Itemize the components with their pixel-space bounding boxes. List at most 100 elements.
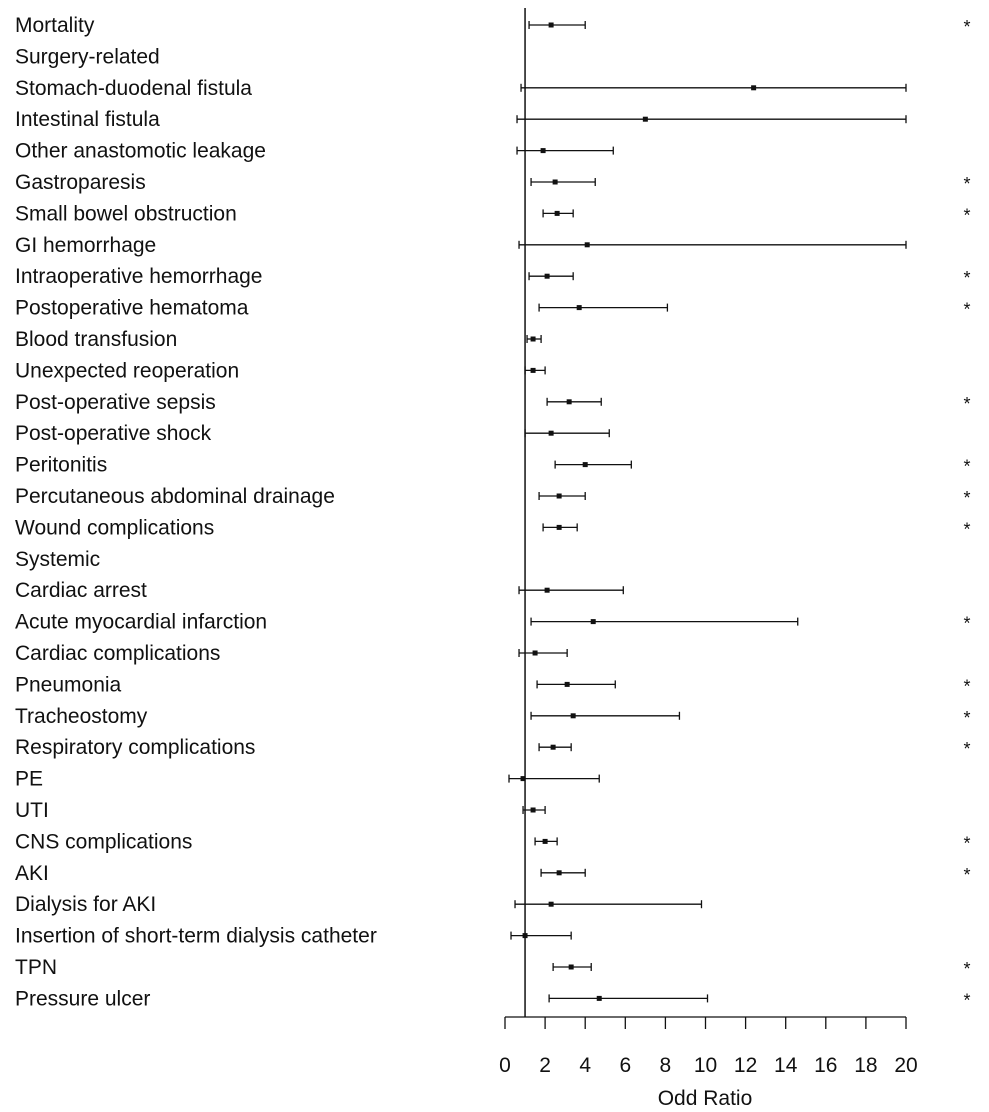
row-label: Dialysis for AKI [15, 893, 156, 916]
point-estimate [556, 493, 562, 499]
point-estimate [548, 22, 554, 28]
ci-row [524, 366, 546, 375]
ci-row [526, 335, 542, 343]
significance-star: * [963, 959, 970, 979]
ci-row [528, 272, 574, 281]
point-estimate [566, 399, 572, 405]
row-label: Wound complications [15, 516, 214, 539]
row-label: Mortality [15, 14, 95, 37]
point-estimate [596, 995, 602, 1001]
row-label: Postoperative hematoma [15, 297, 249, 320]
ci-row [534, 837, 558, 846]
ci-row [538, 492, 586, 500]
point-estimate [530, 807, 536, 813]
point-estimate [530, 367, 536, 373]
x-axis-title: Odd Ratio [658, 1087, 753, 1110]
significance-star: * [963, 519, 970, 539]
point-estimate [590, 619, 596, 625]
row-label: Percutaneous abdominal drainage [15, 485, 335, 508]
ci-row [554, 460, 632, 469]
x-tick-label: 14 [774, 1054, 798, 1077]
row-label: AKI [15, 862, 49, 885]
point-estimate [564, 681, 570, 687]
point-estimate [548, 901, 554, 907]
row-label: Tracheostomy [15, 705, 148, 728]
plot-marks [508, 8, 907, 1017]
point-estimate [540, 148, 546, 154]
significance-markers: * * * * * * * * * * * * * * * * * [963, 17, 970, 1010]
row-label: CNS complications [15, 830, 192, 853]
significance-star: * [963, 488, 970, 508]
point-estimate [542, 838, 548, 844]
point-estimate [556, 870, 562, 876]
ci-row [530, 178, 596, 186]
significance-star: * [963, 865, 970, 885]
point-estimate [570, 713, 576, 719]
significance-star: * [963, 268, 970, 288]
ci-row [508, 774, 600, 783]
point-estimate [568, 964, 574, 970]
x-tick-label: 6 [619, 1054, 631, 1077]
x-tick-label: 18 [854, 1054, 877, 1077]
ci-row [538, 743, 572, 752]
row-label: Insertion of short-term dialysis cathete… [15, 925, 377, 948]
x-tick-label: 12 [734, 1054, 757, 1077]
significance-star: * [963, 394, 970, 414]
ci-row [530, 617, 799, 626]
row-label: Small bowel obstruction [15, 202, 237, 225]
x-tick-label: 8 [660, 1054, 672, 1077]
ci-row [522, 806, 546, 814]
point-estimate [544, 587, 550, 593]
ci-row [518, 240, 907, 249]
significance-star: * [963, 17, 970, 37]
row-label: Pneumonia [15, 673, 122, 696]
ci-row [530, 711, 681, 720]
ci-row [520, 83, 907, 92]
x-tick-label: 4 [579, 1054, 591, 1077]
significance-star: * [963, 708, 970, 728]
point-estimate [520, 776, 526, 782]
x-tick-label: 16 [814, 1054, 837, 1077]
row-label: Cardiac complications [15, 642, 220, 665]
row-label: Systemic [15, 548, 100, 571]
point-estimate [556, 524, 562, 530]
row-label: GI hemorrhage [15, 234, 156, 257]
point-estimate [552, 179, 558, 185]
row-label: PE [15, 768, 43, 791]
row-label: Cardiac arrest [15, 579, 147, 602]
significance-star: * [963, 739, 970, 759]
row-label: Intraoperative hemorrhage [15, 265, 262, 288]
ci-row [518, 649, 568, 657]
ci-row [542, 523, 578, 532]
row-label: Peritonitis [15, 454, 107, 477]
point-estimate [576, 305, 582, 311]
row-label: Surgery-related [15, 45, 160, 68]
ci-row [538, 303, 669, 312]
row-label: UTI [15, 799, 49, 822]
row-label: Unexpected reoperation [15, 359, 239, 382]
row-label: Intestinal fistula [15, 108, 160, 131]
significance-star: * [963, 676, 970, 696]
point-estimate [530, 336, 536, 342]
row-label: Blood transfusion [15, 328, 177, 351]
row-label: Respiratory complications [15, 736, 255, 759]
ci-row [510, 931, 572, 940]
point-estimate [751, 85, 757, 91]
significance-star: * [963, 174, 970, 194]
point-estimate [582, 462, 588, 468]
row-label: Stomach-duodenal fistula [15, 77, 252, 100]
significance-star: * [963, 205, 970, 225]
point-estimate [642, 116, 648, 122]
significance-star: * [963, 990, 970, 1010]
ci-row [546, 397, 602, 406]
point-estimate [544, 273, 550, 279]
significance-star: * [963, 833, 970, 853]
point-estimate [548, 430, 554, 436]
row-label: Post-operative shock [15, 422, 212, 445]
significance-star: * [963, 457, 970, 477]
point-estimate [584, 242, 590, 248]
ci-row [516, 146, 614, 155]
x-tick-label: 20 [894, 1054, 917, 1077]
x-tick-label: 2 [539, 1054, 551, 1077]
